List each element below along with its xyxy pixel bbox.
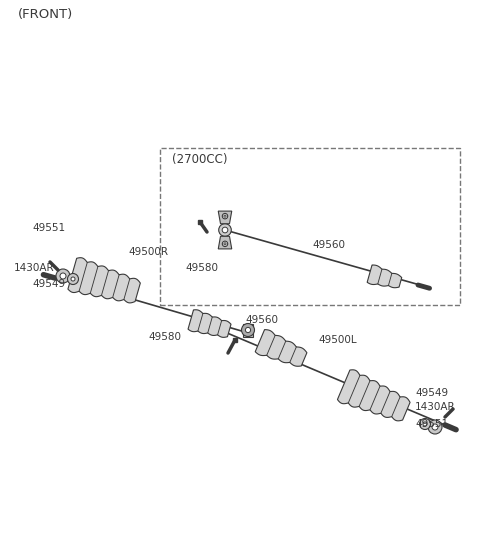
Text: 49580: 49580: [185, 263, 218, 273]
Bar: [243, 323, 253, 336]
Circle shape: [245, 328, 251, 333]
Circle shape: [224, 215, 226, 217]
Polygon shape: [218, 211, 232, 224]
Text: 49500L: 49500L: [318, 335, 357, 345]
Circle shape: [219, 224, 231, 236]
Text: 49551: 49551: [415, 419, 448, 429]
Circle shape: [222, 227, 228, 233]
Bar: [160, 148, 460, 305]
Text: 49549: 49549: [415, 388, 448, 398]
Text: 49560: 49560: [312, 240, 345, 250]
Text: 49551: 49551: [32, 223, 65, 233]
Circle shape: [224, 243, 226, 245]
Polygon shape: [218, 236, 232, 249]
Circle shape: [68, 274, 79, 284]
Polygon shape: [188, 310, 231, 337]
Circle shape: [428, 420, 442, 434]
Text: 1430AR: 1430AR: [415, 402, 456, 412]
Circle shape: [222, 241, 228, 247]
Text: 49560: 49560: [245, 315, 278, 325]
Circle shape: [222, 213, 228, 219]
Text: 1430AR: 1430AR: [14, 263, 55, 273]
Polygon shape: [68, 258, 140, 303]
Circle shape: [71, 277, 75, 281]
Polygon shape: [367, 265, 402, 288]
Circle shape: [241, 323, 254, 336]
Circle shape: [432, 424, 438, 430]
Circle shape: [423, 422, 427, 426]
Circle shape: [60, 273, 66, 279]
Text: 49500R: 49500R: [128, 247, 168, 257]
Text: (FRONT): (FRONT): [18, 8, 73, 21]
Polygon shape: [255, 330, 307, 366]
Text: (2700CC): (2700CC): [172, 153, 228, 166]
Text: 49549: 49549: [32, 279, 65, 289]
Circle shape: [420, 418, 431, 430]
Text: 49580: 49580: [148, 332, 181, 342]
Polygon shape: [337, 370, 410, 421]
Circle shape: [56, 269, 70, 283]
